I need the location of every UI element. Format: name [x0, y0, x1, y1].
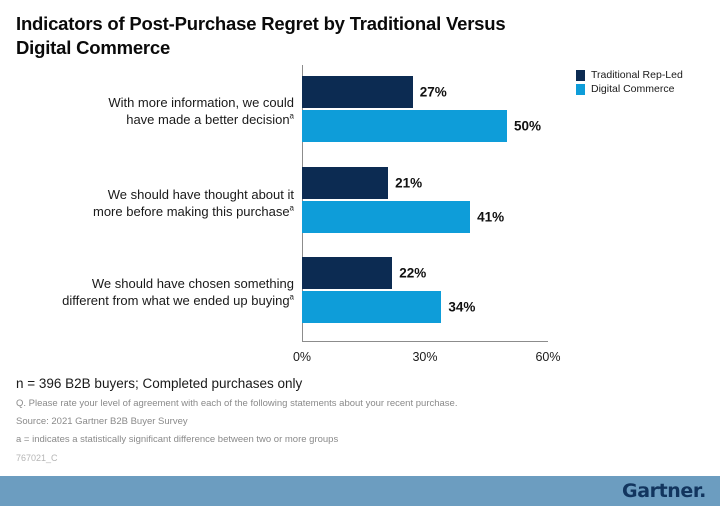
x-axis-line [302, 341, 548, 342]
gartner-logo: Gartner. [622, 480, 706, 502]
bar-traditional-rep-led[interactable] [302, 167, 389, 199]
source-note: Source: 2021 Gartner B2B Buyer Survey [16, 416, 188, 428]
bar-row: 34% [302, 291, 548, 323]
footer-bar: Gartner. [0, 476, 720, 506]
legend-item-digital-commerce: Digital Commerce [576, 84, 716, 95]
bar-group-1: 21% 41% [302, 167, 548, 235]
bar-chart-plot-area: 27% 50% 21% 41% 22% 34% [302, 65, 548, 341]
bar-row: 27% [302, 76, 548, 108]
category-label-1: We should have thought about it more befo… [93, 187, 294, 220]
bar-value-label: 21% [395, 175, 423, 191]
bar-digital-commerce[interactable] [302, 110, 507, 142]
document-id: 767021_C [16, 452, 58, 463]
category-label-0: With more information, we could have made… [108, 95, 294, 128]
bar-traditional-rep-led[interactable] [302, 76, 413, 108]
x-tick-60pct: 60% [535, 350, 561, 364]
bar-row: 41% [302, 201, 548, 233]
bar-group-0: 27% 50% [302, 76, 548, 144]
bar-digital-commerce[interactable] [302, 291, 442, 323]
bar-value-label: 50% [514, 118, 542, 134]
x-tick-30pct: 30% [412, 350, 438, 364]
bar-value-label: 27% [419, 84, 447, 100]
legend-item-traditional-rep-led: Traditional Rep-Led [576, 70, 716, 81]
legend-swatch-digital-commerce [576, 84, 585, 95]
x-tick-0pct: 0% [292, 350, 312, 364]
significance-note: a = indicates a statistically significan… [16, 434, 339, 446]
question-note: Q. Please rate your level of agreement w… [16, 398, 458, 410]
page-title: Indicators of Post-Purchase Regret by Tr… [16, 13, 506, 59]
bar-row: 21% [302, 167, 548, 199]
legend-label-digital-commerce: Digital Commerce [591, 83, 675, 96]
bar-digital-commerce[interactable] [302, 201, 471, 233]
category-axis-labels: With more information, we could have made… [8, 0, 294, 400]
bar-traditional-rep-led[interactable] [302, 257, 393, 289]
legend-swatch-traditional-rep-led [576, 70, 585, 81]
bar-value-label: 34% [448, 299, 476, 315]
chart-footnotes: n = 396 B2B buyers; Completed purchases … [16, 376, 616, 463]
category-label-2: We should have chosen something different… [62, 276, 294, 309]
legend-label-traditional-rep-led: Traditional Rep-Led [591, 69, 683, 82]
bar-row: 50% [302, 110, 548, 142]
bar-group-2: 22% 34% [302, 257, 548, 325]
bar-row: 22% [302, 257, 548, 289]
sample-size-note: n = 396 B2B buyers; Completed purchases … [16, 376, 303, 391]
bar-value-label: 41% [477, 209, 505, 225]
bar-value-label: 22% [399, 265, 427, 281]
chart-legend: Traditional Rep-Led Digital Commerce [576, 70, 716, 98]
